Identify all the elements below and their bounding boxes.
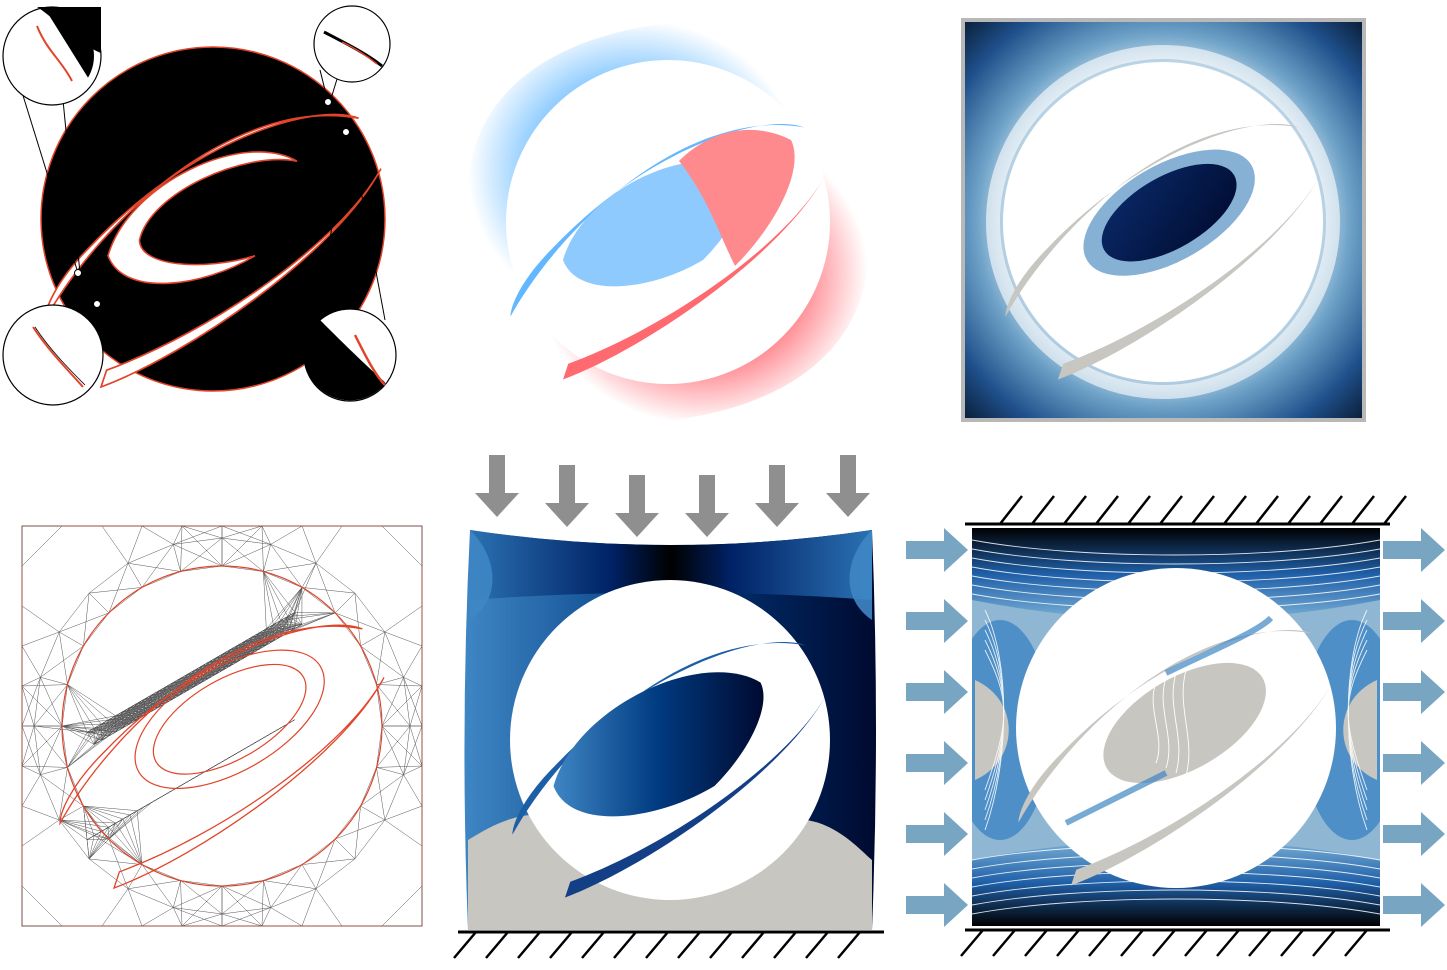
zoom-inset-bottom-left	[2, 304, 104, 406]
mesh-boundary	[21, 525, 423, 927]
right-arrow-icon	[906, 528, 968, 572]
geometry-zoom-panel	[2, 5, 397, 406]
flow-arrows-outlet	[1383, 528, 1445, 927]
gray-core	[1103, 662, 1266, 784]
right-arrow-icon	[906, 670, 968, 714]
right-arrow-icon	[906, 812, 968, 856]
inner-red-core	[679, 129, 795, 266]
down-arrow-icon	[826, 455, 870, 517]
solid-disk	[40, 46, 386, 392]
mesh-outer-circle	[61, 565, 383, 887]
right-arrow-icon	[1383, 812, 1445, 856]
right-arrow-icon	[1383, 670, 1445, 714]
right-arrow-icon	[906, 599, 968, 643]
flow-panel	[906, 495, 1445, 957]
flow-arrows-inlet	[906, 528, 968, 927]
mesh-edges	[21, 525, 423, 927]
dark-core	[1101, 163, 1237, 262]
down-arrow-icon	[615, 475, 659, 537]
inner-blue-core	[563, 161, 746, 287]
compression-panel	[453, 455, 884, 959]
distance-field-panel	[961, 18, 1366, 422]
down-arrow-icon	[685, 475, 729, 537]
right-arrow-icon	[1383, 883, 1445, 927]
fixed-wall-hatch-icon-top	[965, 495, 1407, 526]
load-arrows	[475, 455, 870, 537]
triangle-mesh-panel	[21, 525, 423, 927]
zoom-inset-top-left	[2, 6, 102, 106]
down-arrow-icon	[755, 465, 799, 527]
signed-field-panel	[468, 19, 868, 425]
right-arrow-icon	[906, 741, 968, 785]
fixed-wall-hatch-icon-bottom	[960, 928, 1390, 957]
zoom-inset-bottom-right	[303, 308, 397, 402]
zoom-inset-top-right	[313, 5, 391, 83]
down-arrow-icon	[545, 465, 589, 527]
fixed-wall-hatch-icon	[453, 930, 884, 959]
right-arrow-icon	[1383, 599, 1445, 643]
right-arrow-icon	[1383, 528, 1445, 572]
right-arrow-icon	[906, 883, 968, 927]
down-arrow-icon	[475, 455, 519, 517]
right-arrow-icon	[1383, 741, 1445, 785]
inner-core	[553, 672, 764, 817]
